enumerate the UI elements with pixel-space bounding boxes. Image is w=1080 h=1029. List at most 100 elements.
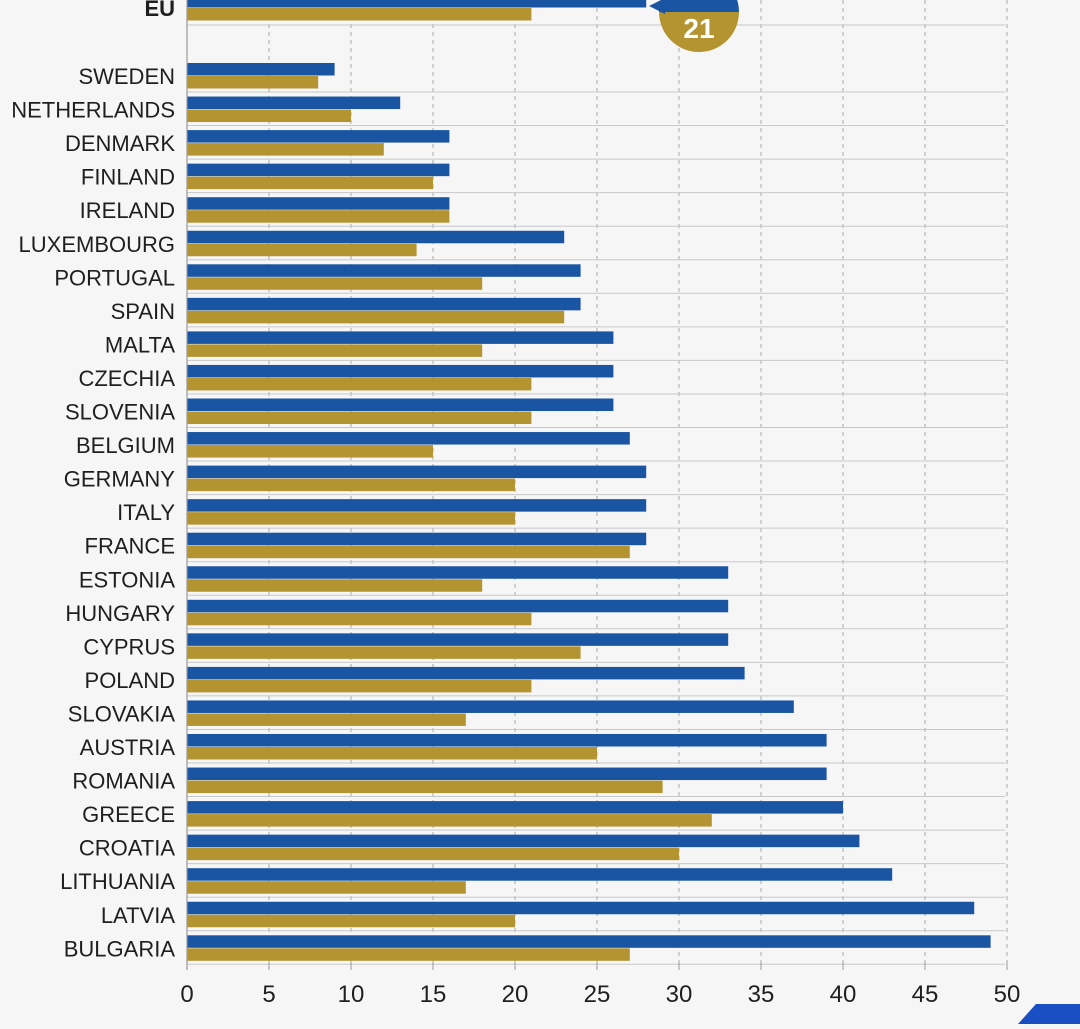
category-label-belgium: BELGIUM xyxy=(76,433,175,458)
category-label-czechia: CZECHIA xyxy=(78,366,175,391)
bar-czechia-series1 xyxy=(187,364,614,378)
category-label-malta: MALTA xyxy=(105,332,175,357)
category-label-spain: SPAIN xyxy=(111,299,175,324)
category-label-italy: ITALY xyxy=(117,500,175,525)
bar-spain-series2 xyxy=(187,310,565,324)
category-label-poland: POLAND xyxy=(85,668,175,693)
bar-italy-series2 xyxy=(187,512,515,525)
bar-denmark-series1 xyxy=(187,130,450,143)
bar-bulgaria-series1 xyxy=(187,935,991,948)
bar-cyprus-series2 xyxy=(187,646,581,659)
tick-label-10: 10 xyxy=(338,981,365,1008)
bar-lithuania-series1 xyxy=(187,868,893,881)
tick-label-45: 45 xyxy=(912,981,939,1008)
badge-pointer xyxy=(649,0,665,14)
bar-romania-series1 xyxy=(187,767,827,781)
bar-czechia-series2 xyxy=(187,377,532,391)
bar-croatia-series2 xyxy=(187,847,679,861)
category-label-germany: GERMANY xyxy=(64,467,176,492)
tick-label-35: 35 xyxy=(748,981,775,1008)
bar-malta-series2 xyxy=(187,344,483,357)
category-label-greece: GREECE xyxy=(82,802,175,827)
badge-value: 21 xyxy=(683,13,714,44)
bar-hungary-series2 xyxy=(187,612,532,626)
category-label-france: FRANCE xyxy=(85,534,175,559)
corner-accent-shape xyxy=(1018,1004,1080,1024)
tick-label-40: 40 xyxy=(830,981,857,1008)
bar-greece-series2 xyxy=(187,814,712,827)
bar-france-series2 xyxy=(187,545,630,559)
category-label-slovenia: SLOVENIA xyxy=(65,400,175,425)
bar-sweden-series2 xyxy=(187,76,319,89)
category-label-ireland: IRELAND xyxy=(80,198,175,223)
bar-sweden-series1 xyxy=(187,63,335,76)
bar-belgium-series1 xyxy=(187,432,630,445)
category-label-bulgaria: BULGARIA xyxy=(64,936,176,961)
category-label-portugal: PORTUGAL xyxy=(54,265,175,290)
bar-austria-series1 xyxy=(187,734,827,747)
bar-portugal-series2 xyxy=(187,277,483,290)
category-label-netherlands: NETHERLANDS xyxy=(11,98,175,123)
category-label-finland: FINLAND xyxy=(81,165,175,190)
category-label-eu: EU xyxy=(144,0,175,21)
bar-romania-series2 xyxy=(187,780,663,794)
bar-ireland-series1 xyxy=(187,197,450,210)
tick-label-0: 0 xyxy=(180,981,193,1008)
category-label-latvia: LATVIA xyxy=(101,903,176,928)
category-label-slovakia: SLOVAKIA xyxy=(68,701,176,726)
category-label-cyprus: CYPRUS xyxy=(83,634,175,659)
x-axis: 0 5 10 15 20 25 30 35 40 45 50 xyxy=(180,0,1020,1008)
bar-finland-series1 xyxy=(187,163,450,177)
bar-latvia-series2 xyxy=(187,914,515,928)
category-label-luxembourg: LUXEMBOURG xyxy=(19,232,175,257)
bar-netherlands-series2 xyxy=(187,109,351,123)
bar-slovenia-series2 xyxy=(187,411,532,424)
bar-estonia-series1 xyxy=(187,566,729,579)
bar-luxembourg-series1 xyxy=(187,230,565,244)
bar-slovenia-series1 xyxy=(187,398,614,411)
bar-eu-series2 xyxy=(187,8,532,21)
bar-netherlands-series1 xyxy=(187,96,401,110)
bar-bulgaria-series2 xyxy=(187,948,630,961)
bar-croatia-series1 xyxy=(187,834,860,848)
bar-latvia-series1 xyxy=(187,901,975,915)
bar-denmark-series2 xyxy=(187,143,384,156)
category-label-lithuania: LITHUANIA xyxy=(60,869,175,894)
bar-italy-series1 xyxy=(187,499,647,512)
bar-slovakia-series1 xyxy=(187,700,794,713)
bar-germany-series2 xyxy=(187,478,515,492)
category-label-estonia: ESTONIA xyxy=(79,567,176,592)
bar-finland-series2 xyxy=(187,176,433,190)
category-label-denmark: DENMARK xyxy=(65,131,175,156)
category-labels: EU SWEDEN NETHERLANDS DENMARK FINLAND IRELAND… xyxy=(11,0,175,961)
tick-label-50: 50 xyxy=(994,981,1021,1008)
eu-badge: 21 xyxy=(649,0,739,52)
bar-slovakia-series2 xyxy=(187,713,466,726)
bar-luxembourg-series2 xyxy=(187,243,417,257)
bar-germany-series1 xyxy=(187,465,647,479)
bar-lithuania-series2 xyxy=(187,881,466,894)
bar-cyprus-series1 xyxy=(187,633,729,646)
bar-greece-series1 xyxy=(187,801,843,814)
bar-poland-series1 xyxy=(187,666,745,680)
tick-label-30: 30 xyxy=(666,981,693,1008)
bar-france-series1 xyxy=(187,532,647,546)
bar-eu-series1 xyxy=(187,0,647,8)
tick-label-20: 20 xyxy=(502,981,529,1008)
bar-malta-series1 xyxy=(187,331,614,344)
bar-ireland-series2 xyxy=(187,210,450,223)
tick-label-15: 15 xyxy=(420,981,447,1008)
category-label-sweden: SWEDEN xyxy=(78,64,175,89)
tick-label-5: 5 xyxy=(262,981,275,1008)
bar-estonia-series2 xyxy=(187,579,483,592)
bar-austria-series2 xyxy=(187,747,597,760)
category-label-austria: AUSTRIA xyxy=(80,735,176,760)
bar-portugal-series1 xyxy=(187,264,581,277)
badge-top-half xyxy=(659,0,739,12)
bar-belgium-series2 xyxy=(187,445,433,458)
tick-label-25: 25 xyxy=(584,981,611,1008)
row-separators xyxy=(187,24,1005,965)
bar-hungary-series1 xyxy=(187,599,729,613)
